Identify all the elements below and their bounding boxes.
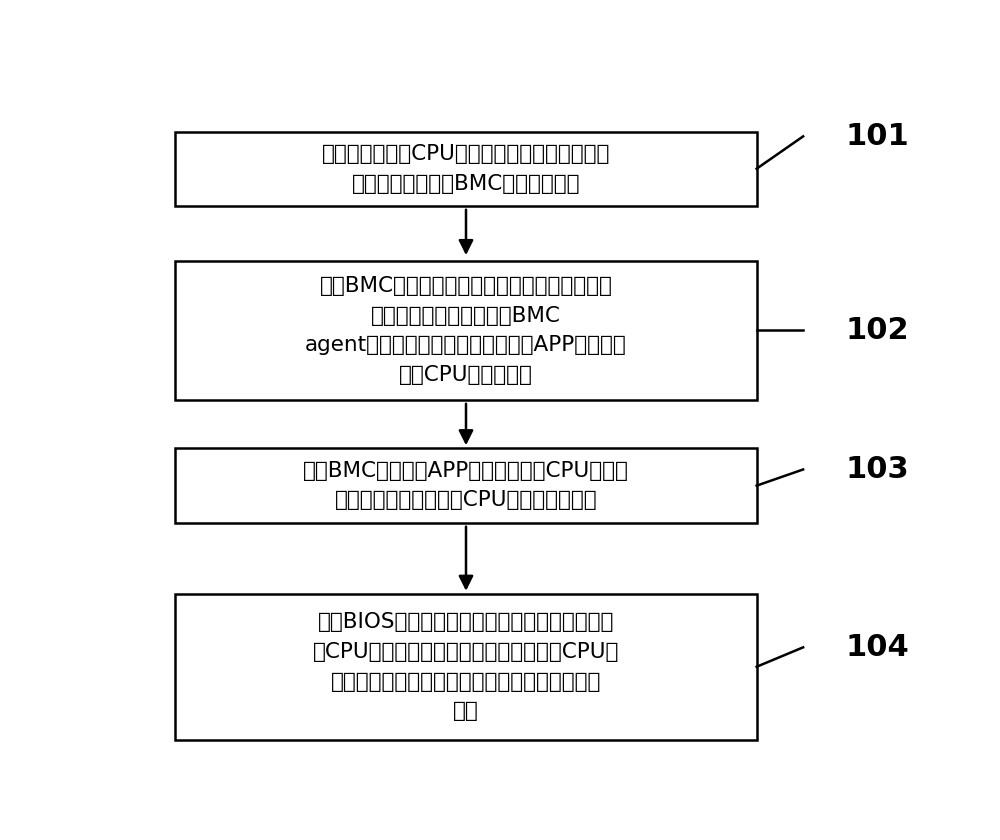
Bar xyxy=(175,132,757,206)
Text: 102: 102 xyxy=(846,316,909,345)
Bar xyxy=(175,594,757,739)
Text: 所述BIOS根据所述调节比例调节所述待调节的物
理CPU核的电源状态，从而动态调节物理CPU核
的主频，以消除告警，进而完成对虚拟机主频的
调节: 所述BIOS根据所述调节比例调节所述待调节的物 理CPU核的电源状态，从而动态调… xyxy=(313,612,619,722)
Text: 当所述虚拟机的CPU占有率超过设定的阈值时，
所述云平台向所述BMC发送告警消息: 当所述虚拟机的CPU占有率超过设定的阈值时， 所述云平台向所述BMC发送告警消息 xyxy=(322,144,610,193)
Text: 101: 101 xyxy=(846,122,910,151)
Text: 所述BMC根据各个APP所绑定的物理CPU核的占
有率确定待调节的物理CPU核以及调节比例: 所述BMC根据各个APP所绑定的物理CPU核的占 有率确定待调节的物理CPU核以… xyxy=(303,461,629,511)
Text: 104: 104 xyxy=(846,633,910,662)
Bar xyxy=(175,261,757,400)
Bar xyxy=(175,449,757,522)
Text: 103: 103 xyxy=(846,455,909,484)
Text: 所述BMC在接收到所述告警消息后，触发所述物
理服务器的操作系统执行BMC
agent程序，获取所述虚拟机里各个APP所绑定的
物理CPU核的占有率: 所述BMC在接收到所述告警消息后，触发所述物 理服务器的操作系统执行BMC ag… xyxy=(305,276,627,385)
